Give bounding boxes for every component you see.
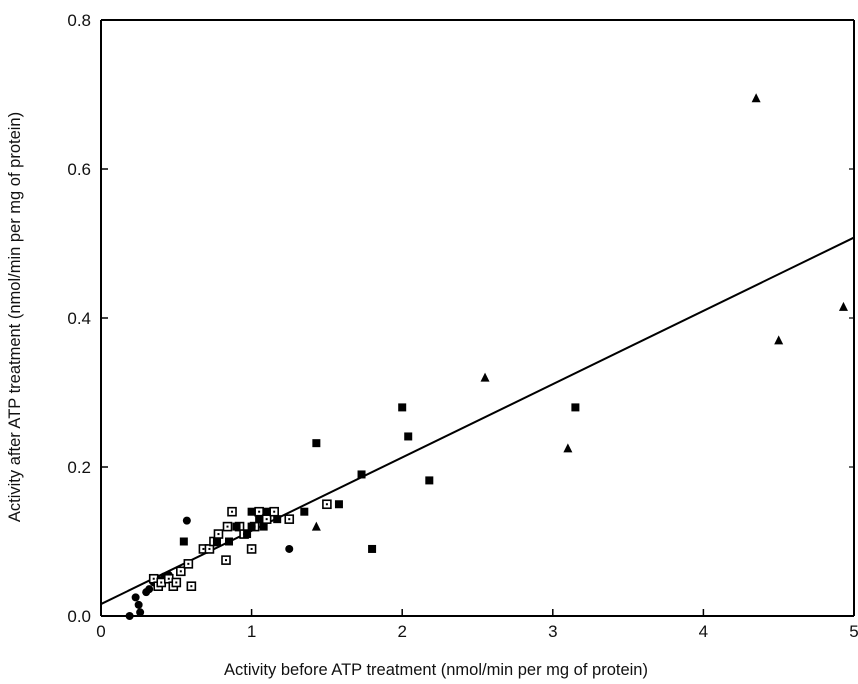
data-point-circle: [285, 544, 294, 553]
data-point-circle: [182, 516, 191, 525]
y-tick-label: 0.6: [67, 160, 91, 179]
data-point-square-open: [171, 577, 182, 588]
square-open-center: [208, 547, 211, 550]
square-open-center: [217, 533, 220, 536]
square-open-center: [224, 559, 227, 562]
data-point-square-filled: [368, 544, 377, 553]
square-open-center: [226, 525, 229, 528]
data-point-square-open: [221, 555, 231, 565]
square-open-center: [231, 510, 234, 513]
data-point-square-filled: [273, 515, 282, 524]
data-point-circle: [131, 593, 140, 602]
data-point-square-open: [213, 529, 224, 539]
square-open-center: [288, 518, 291, 521]
data-point-square-filled: [243, 530, 252, 539]
data-point-square-filled: [212, 537, 221, 546]
square-open-center: [273, 510, 276, 513]
data-point-square-filled: [259, 522, 268, 531]
data-point-square-open: [183, 559, 194, 569]
data-point-square-filled: [334, 500, 343, 509]
data-point-square-filled: [247, 507, 256, 516]
data-point-square-filled: [300, 507, 309, 516]
x-tick-label: 4: [699, 622, 708, 641]
data-point-square-open: [227, 506, 237, 517]
square-open-center: [175, 581, 178, 584]
axis-tick-labels: 0 1 2 3 4 5 0.0 0.2 0.4 0.6 0.8: [67, 11, 858, 641]
x-tick-label: 2: [397, 622, 406, 641]
data-point-circle: [125, 612, 134, 620]
data-point-triangle: [774, 335, 784, 345]
square-open-center: [265, 518, 268, 521]
data-point-square-filled: [225, 537, 234, 546]
data-point-square-filled: [398, 403, 407, 412]
data-point-square-filled: [262, 507, 271, 516]
data-point-square-filled: [179, 537, 188, 546]
y-tick-label: 0.8: [67, 11, 91, 30]
y-axis-title: Activity after ATP treatment (nmol/min p…: [6, 112, 24, 522]
data-point-square-filled: [312, 439, 321, 448]
y-tick-label: 0.4: [67, 309, 91, 328]
data-point-square-open: [222, 521, 233, 532]
axis-ticks: [100, 19, 855, 617]
data-point-square-filled: [425, 476, 434, 485]
data-point-square-open: [269, 506, 279, 517]
data-point-square-filled: [357, 470, 366, 479]
data-point-triangle: [480, 372, 490, 382]
x-tick-label: 0: [96, 622, 105, 641]
data-point-square-open: [186, 581, 197, 592]
y-tick-label: 0.0: [67, 607, 91, 626]
data-point-square-open: [284, 514, 295, 524]
data-point-circle: [145, 585, 154, 594]
data-point-circle: [134, 600, 143, 609]
x-tick-label: 5: [849, 622, 858, 641]
y-tick-label: 0.2: [67, 458, 91, 477]
data-point-square-filled: [232, 522, 241, 531]
square-open-center: [250, 547, 253, 550]
x-axis-title: Activity before ATP treatment (nmol/min …: [224, 661, 648, 679]
data-point-triangle: [838, 301, 848, 311]
x-tick-label: 3: [548, 622, 557, 641]
data-point-square-open: [322, 499, 332, 510]
data-point-square-filled: [404, 432, 413, 441]
data-point-square-filled: [255, 515, 264, 524]
square-open-center: [160, 581, 163, 584]
square-open-center: [187, 562, 190, 565]
square-open-center: [152, 577, 155, 580]
square-open-center: [190, 585, 193, 588]
data-point-square-filled: [247, 522, 256, 531]
square-open-center: [202, 547, 205, 550]
data-point-triangle: [751, 93, 761, 103]
data-point-square-filled: [571, 403, 580, 412]
plot-frame: [100, 19, 855, 617]
square-open-center: [167, 577, 170, 580]
data-point-circle: [136, 608, 145, 617]
square-open-center: [258, 510, 261, 513]
data-point-square-open: [246, 544, 257, 554]
data-point-square-open: [176, 566, 186, 577]
data-point-triangle: [311, 521, 321, 531]
data-points: [125, 93, 848, 620]
square-open-center: [325, 503, 328, 506]
x-tick-label: 1: [247, 622, 256, 641]
square-open-center: [179, 570, 182, 573]
data-point-triangle: [563, 443, 573, 453]
